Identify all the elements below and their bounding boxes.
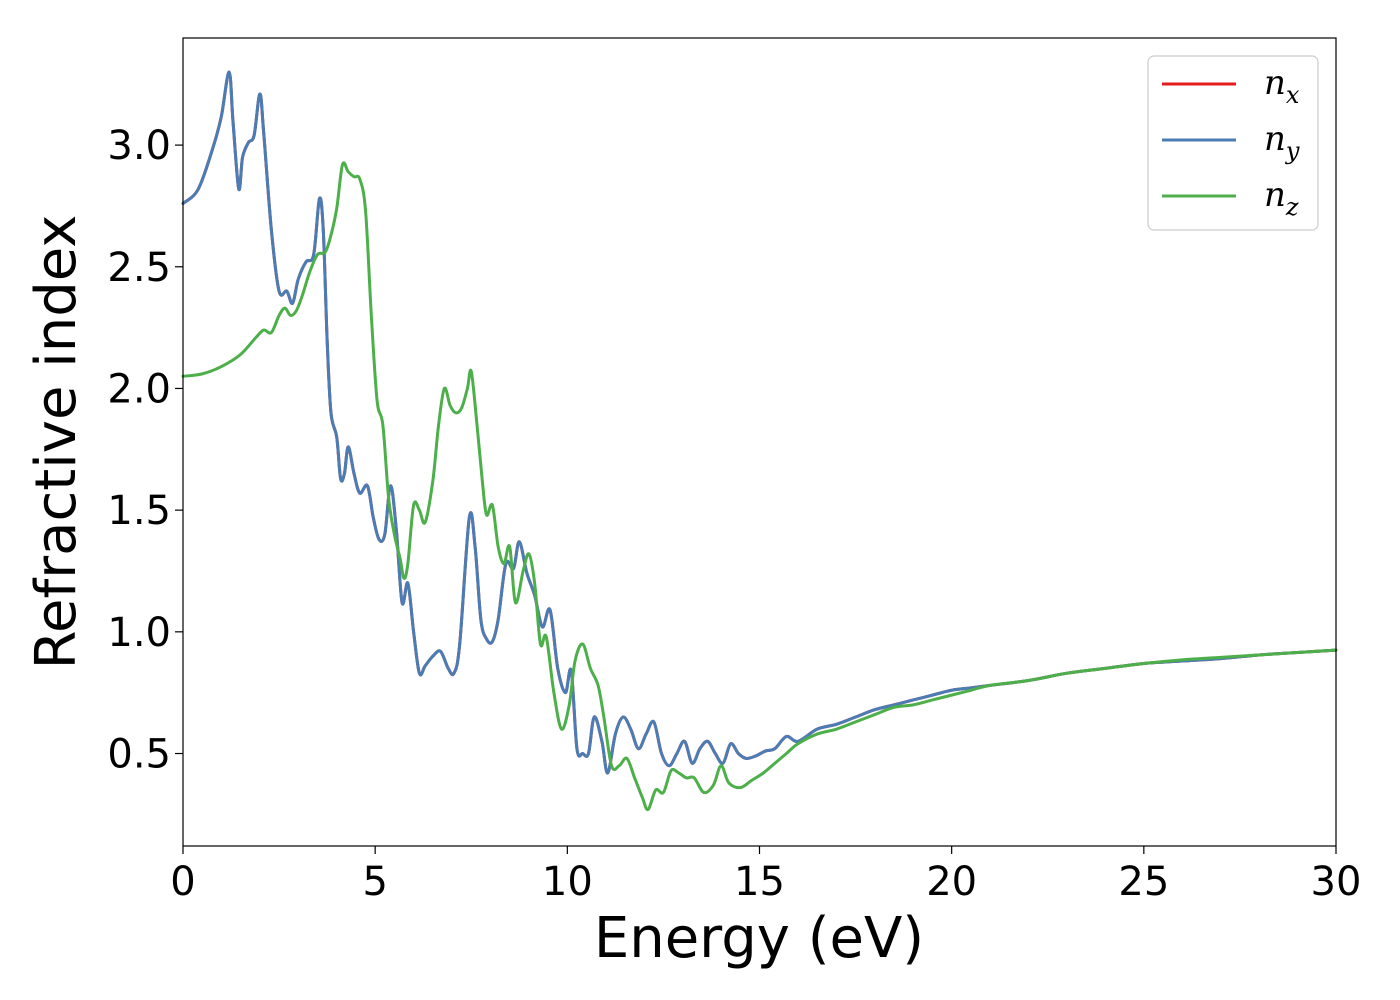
- series-layer: [181, 70, 1338, 812]
- legend: nx ny nz: [1147, 55, 1319, 231]
- y-axis-ticks: 0.5 1.0 1.5 2.0 2.5 3.0: [107, 123, 183, 778]
- x-tick-label: 30: [1311, 859, 1362, 905]
- x-tick-label: 15: [734, 859, 785, 905]
- series-line-z: [181, 161, 1338, 812]
- y-tick-label: 3.0: [107, 123, 171, 169]
- y-tick-label: 1.5: [107, 488, 171, 534]
- legend-label-y: ny: [1264, 119, 1300, 165]
- legend-label-x: nx: [1264, 63, 1300, 109]
- x-tick-label: 5: [362, 859, 387, 905]
- x-tick-label: 10: [542, 859, 593, 905]
- legend-box: [1147, 55, 1319, 231]
- x-tick-label: 0: [170, 859, 195, 905]
- y-axis-title: Refractive index: [24, 215, 89, 670]
- y-tick-label: 0.5: [107, 732, 171, 778]
- legend-label-z: nz: [1264, 175, 1299, 221]
- x-axis-ticks: 0 5 10 15 20 25 30: [170, 846, 1361, 905]
- x-tick-label: 25: [1118, 859, 1169, 905]
- x-tick-label: 20: [926, 859, 977, 905]
- series-line-y: [181, 70, 1338, 775]
- y-tick-label: 1.0: [107, 610, 171, 656]
- x-axis-title: Energy (eV): [594, 906, 924, 971]
- y-tick-label: 2.0: [107, 366, 171, 412]
- y-tick-label: 2.5: [107, 245, 171, 291]
